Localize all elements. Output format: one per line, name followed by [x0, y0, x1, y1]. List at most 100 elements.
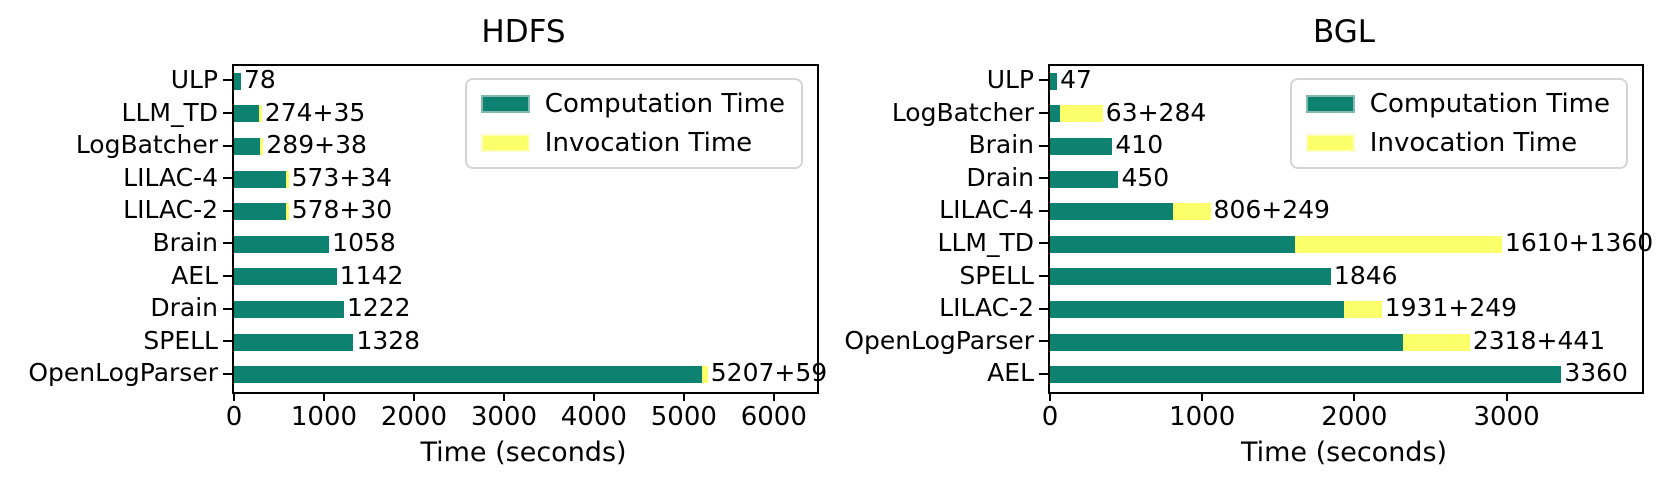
y-tick-label: LogBatcher [891, 97, 1034, 127]
x-tick-mark [1505, 392, 1508, 401]
legend-swatch-invocation-time [480, 134, 530, 152]
bar-value-label: 1931+249 [1384, 293, 1518, 323]
x-axis-label: Time (seconds) [420, 437, 627, 468]
y-tick-label: SPELL [143, 325, 218, 355]
bar-ael [234, 268, 337, 286]
legend-label-computation: Computation Time [544, 89, 785, 119]
y-tick-label: AEL [171, 260, 218, 290]
bar-segment-invocation [1172, 203, 1211, 221]
bar-segment-invocation [286, 203, 289, 221]
bar-openlogparser [234, 366, 708, 384]
bar-value-label: 578+30 [291, 195, 393, 225]
y-tick-label: LILAC-2 [123, 195, 218, 225]
bar-segment-computation [1050, 138, 1113, 155]
bar-value-label: 1058 [332, 228, 396, 257]
y-tick-mark [1039, 372, 1048, 375]
legend-item-invocation: Invocation Time [1305, 128, 1610, 158]
bar-value-label: 1328 [356, 325, 421, 355]
bar-spell [234, 333, 354, 351]
bar-segment-computation [1050, 235, 1296, 253]
y-tick-label: LILAC-4 [939, 195, 1034, 225]
y-tick-label: Brain [152, 228, 218, 257]
bar-ulp [1050, 72, 1058, 90]
y-tick-mark [1039, 274, 1048, 277]
bar-llm_td [1050, 235, 1502, 253]
bar-drain [1050, 170, 1119, 188]
legend-item-computation: Computation Time [1305, 89, 1610, 119]
bar-value-label: 806+249 [1213, 195, 1330, 225]
chart-title: BGL [1312, 14, 1375, 50]
bar-segment-computation [1050, 170, 1119, 188]
y-tick-label: Brain [968, 130, 1034, 160]
legend: Computation Time Invocation Time [464, 78, 803, 169]
bar-segment-computation [1050, 333, 1403, 351]
y-tick-mark [223, 242, 232, 245]
bar-lilac-2 [1050, 301, 1382, 318]
bar-drain [234, 301, 344, 318]
x-tick-label: 2000 [1321, 402, 1388, 432]
bar-segment-invocation [258, 105, 262, 123]
x-tick-label: 6000 [740, 402, 807, 432]
bar-value-label: 1610+1360 [1504, 228, 1654, 257]
y-tick-label: LLM_TD [121, 97, 218, 127]
x-tick-mark [592, 392, 595, 401]
legend-swatch-invocation-time [1305, 134, 1355, 152]
bar-value-label: 1222 [346, 293, 411, 323]
y-tick-mark [1039, 242, 1048, 245]
bar-segment-computation [234, 105, 259, 123]
y-tick-mark [223, 111, 232, 114]
y-tick-mark [223, 372, 232, 375]
y-tick-mark [223, 144, 232, 147]
bar-segment-invocation [1059, 105, 1103, 123]
bar-lilac-4 [234, 170, 289, 188]
x-tick-mark [412, 392, 415, 401]
bar-segment-invocation [1295, 235, 1502, 253]
x-tick-label: 1000 [1169, 402, 1236, 432]
x-tick-mark [233, 392, 235, 401]
bar-segment-computation [1050, 366, 1562, 384]
legend-item-invocation: Invocation Time [480, 128, 785, 158]
bar-value-label: 2318+441 [1472, 325, 1606, 355]
x-tick-label: 0 [1041, 402, 1059, 432]
y-tick-label: Drain [966, 162, 1034, 192]
y-tick-mark [1039, 144, 1048, 147]
x-tick-mark [502, 392, 505, 401]
bar-segment-computation [234, 235, 330, 253]
bar-spell [1050, 268, 1331, 286]
chart-title: HDFS [481, 14, 566, 50]
bar-value-label: 1142 [339, 260, 404, 290]
y-tick-label: ULP [986, 65, 1034, 94]
y-tick-mark [223, 307, 232, 310]
bar-value-label: 63+284 [1105, 97, 1207, 127]
bar-brain [1050, 138, 1113, 155]
bar-value-label: 47 [1060, 65, 1092, 94]
bar-ael [1050, 366, 1562, 384]
y-tick-mark [223, 274, 232, 277]
x-tick-label: 0 [225, 402, 243, 432]
bar-lilac-4 [1050, 203, 1211, 221]
y-tick-mark [223, 79, 232, 82]
bar-segment-computation [1050, 203, 1173, 221]
y-tick-label: OpenLogParser [28, 358, 218, 388]
bar-logbatcher [234, 138, 264, 155]
plot-area: Computation Time Invocation Time [1048, 64, 1644, 394]
x-axis-label: Time (seconds) [1240, 437, 1448, 468]
x-tick-mark [772, 392, 775, 401]
y-tick-mark [223, 177, 232, 180]
legend-item-computation: Computation Time [480, 89, 785, 119]
bar-openlogparser [1050, 333, 1470, 351]
y-tick-label: SPELL [959, 260, 1034, 290]
bar-value-label: 274+35 [264, 97, 366, 127]
y-tick-label: OpenLogParser [844, 325, 1034, 355]
y-tick-mark [1039, 307, 1048, 310]
x-tick-mark [1201, 392, 1204, 401]
bar-segment-computation [234, 301, 344, 318]
x-tick-label: 1000 [290, 402, 358, 432]
x-tick-label: 3000 [1473, 402, 1540, 432]
bar-lilac-2 [234, 203, 289, 221]
x-tick-mark [322, 392, 325, 401]
y-tick-mark [1039, 111, 1048, 114]
y-tick-label: LILAC-4 [123, 162, 218, 192]
